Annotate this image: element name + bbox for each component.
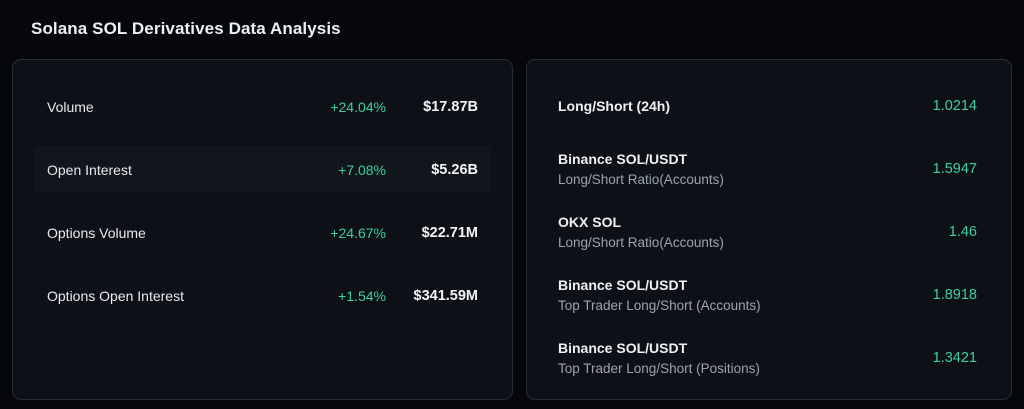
ratio-row[interactable]: Long/Short (24h) 1.0214 <box>548 84 990 128</box>
ratio-row[interactable]: Binance SOL/USDT Top Trader Long/Short (P… <box>548 336 990 380</box>
ratio-title: Binance SOL/USDT <box>558 150 688 167</box>
long-short-ratios-panel: Long/Short (24h) 1.0214 Binance SOL/USDT Lo… <box>526 59 1012 400</box>
metric-label: Volume <box>47 98 94 115</box>
metric-change: +1.54% <box>338 287 386 304</box>
ratio-value: 1.3421 <box>932 350 977 366</box>
metric-row[interactable]: Options Volume +24.67% $22.71M <box>34 209 491 256</box>
metric-value: $5.26B <box>431 161 478 178</box>
ratio-texts: Binance SOL/USDT Top Trader Long/Short (A… <box>558 275 921 316</box>
metric-value: $22.71M <box>421 224 478 241</box>
ratio-texts: Binance SOL/USDT Long/Short Ratio(Account… <box>558 149 921 190</box>
ratio-row[interactable]: Binance SOL/USDT Top Trader Long/Short (A… <box>548 273 990 317</box>
ratio-subtitle: Top Trader Long/Short (Accounts) <box>558 297 761 313</box>
ratio-title: Binance SOL/USDT <box>558 276 688 293</box>
metric-value: $17.87B <box>423 98 478 115</box>
ratio-row[interactable]: OKX SOL Long/Short Ratio(Accounts) 1.46 <box>548 210 990 254</box>
ratio-row[interactable]: Binance SOL/USDT Long/Short Ratio(Account… <box>548 147 990 191</box>
ratio-subtitle: Long/Short Ratio(Accounts) <box>558 234 724 250</box>
ratio-value: 1.46 <box>948 224 977 240</box>
ratio-texts: OKX SOL Long/Short Ratio(Accounts) <box>558 212 937 253</box>
ratio-value: 1.0214 <box>932 98 977 114</box>
ratio-subtitle: Long/Short Ratio(Accounts) <box>558 171 724 187</box>
metric-list: Volume +24.04% $17.87B Open Interest +7.08% $… <box>13 83 512 319</box>
ratio-value: 1.8918 <box>932 287 977 303</box>
metric-row[interactable]: Volume +24.04% $17.87B <box>34 83 491 130</box>
metric-label: Options Open Interest <box>47 287 184 304</box>
ratio-list: Long/Short (24h) 1.0214 Binance SOL/USDT Lo… <box>527 84 1011 380</box>
metric-row[interactable]: Options Open Interest +1.54% $341.59M <box>34 272 491 319</box>
metric-row[interactable]: Open Interest +7.08% $5.26B <box>34 146 491 193</box>
metric-label: Options Volume <box>47 224 146 241</box>
ratio-title: OKX SOL <box>558 213 622 230</box>
ratio-texts: Long/Short (24h) <box>558 96 921 116</box>
ratio-title: Long/Short (24h) <box>558 98 670 114</box>
page-title: Solana SOL Derivatives Data Analysis <box>31 19 341 38</box>
ratio-texts: Binance SOL/USDT Top Trader Long/Short (P… <box>558 338 921 379</box>
ratio-subtitle: Top Trader Long/Short (Positions) <box>558 360 760 376</box>
metric-change: +7.08% <box>338 161 386 178</box>
ratio-value: 1.5947 <box>932 161 977 177</box>
overview-panel: Volume +24.04% $17.87B Open Interest +7.08% $… <box>12 59 513 400</box>
ratio-title: Binance SOL/USDT <box>558 339 688 356</box>
metric-change: +24.04% <box>330 98 386 115</box>
metric-label: Open Interest <box>47 161 132 178</box>
metric-change: +24.67% <box>330 224 386 241</box>
metric-value: $341.59M <box>413 287 479 304</box>
